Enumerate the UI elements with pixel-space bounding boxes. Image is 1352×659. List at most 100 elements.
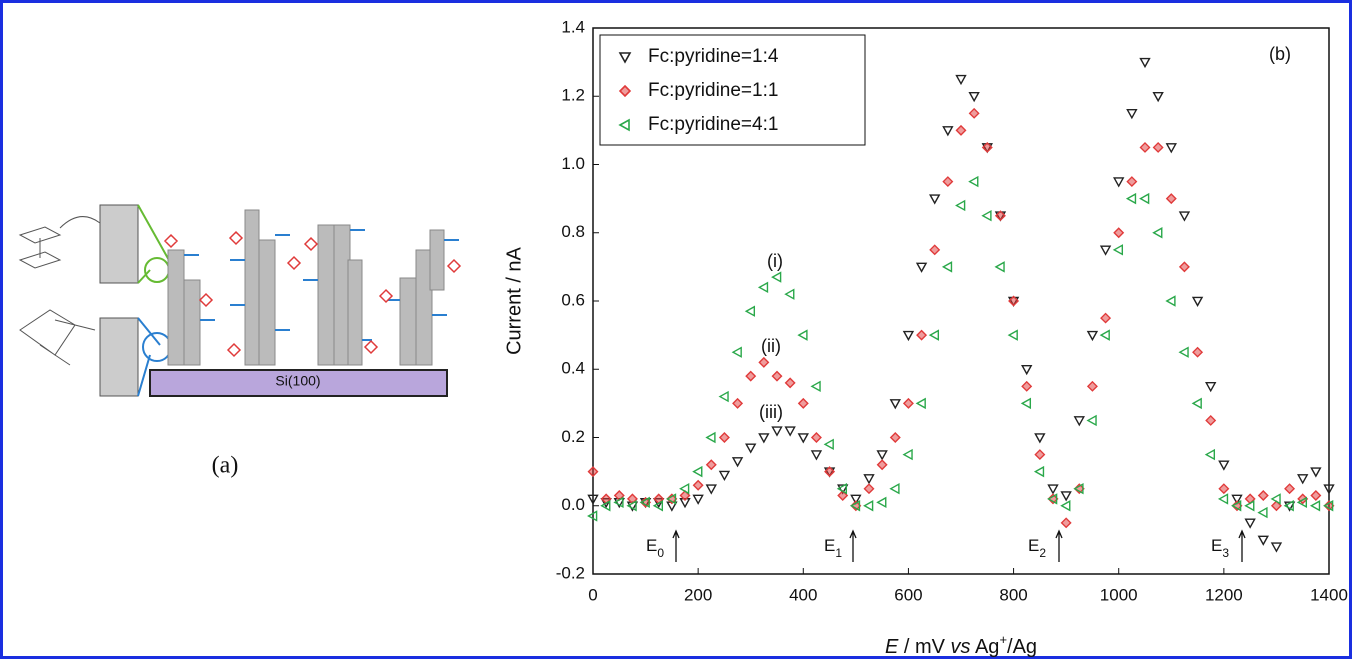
point (1165, 295, 1176, 307)
point (732, 397, 744, 409)
x-axis-title-part: Ag (971, 636, 1000, 658)
point (1060, 491, 1072, 502)
point (1034, 449, 1046, 461)
point (1192, 346, 1204, 358)
point (1191, 397, 1202, 410)
point (1165, 193, 1177, 205)
annotation: (iii) (759, 402, 783, 422)
point (626, 500, 637, 512)
point (915, 397, 926, 410)
point (1205, 414, 1217, 426)
diagram-a (18, 204, 462, 397)
point (1191, 296, 1204, 307)
point (1099, 329, 1110, 341)
point (1296, 496, 1308, 509)
panel-label: (b) (1269, 44, 1291, 64)
point (1139, 141, 1151, 153)
point (916, 329, 928, 341)
potential-subscript: 3 (1222, 546, 1229, 560)
point (665, 493, 677, 505)
point (797, 397, 809, 409)
point (863, 483, 875, 495)
point (1257, 490, 1269, 502)
point (771, 370, 783, 382)
potential-label: E0 (646, 536, 664, 560)
x-tick-label: 0 (588, 585, 597, 604)
potential-label: E3 (1211, 536, 1229, 560)
annotation: (i) (767, 251, 783, 271)
point (863, 500, 874, 512)
legend-marker (618, 84, 632, 98)
point (1218, 483, 1230, 495)
x-tick-label: 1400 (1310, 585, 1348, 604)
point (1086, 380, 1098, 392)
x-axis-title: E / mV vs Ag+/Ag (885, 632, 1037, 658)
point (613, 496, 624, 509)
point (981, 209, 992, 222)
y-tick-label: 1.4 (561, 17, 585, 36)
point (942, 176, 954, 188)
point (876, 496, 887, 509)
y-tick-label: -0.2 (556, 563, 585, 582)
point (1178, 261, 1190, 273)
point (784, 426, 796, 437)
point (1113, 177, 1125, 188)
point (705, 459, 717, 471)
y-tick-label: 1.0 (561, 154, 585, 173)
point (1310, 490, 1322, 502)
y-tick-label: 0.6 (561, 290, 585, 309)
legend-label: Fc:pyridine=1:1 (648, 80, 778, 101)
point (1218, 460, 1230, 471)
point (941, 261, 953, 273)
point (705, 431, 716, 444)
point (1165, 143, 1177, 154)
point (1257, 535, 1269, 546)
legend-label: Fc:pyridine=4:1 (648, 114, 778, 135)
legend-marker (618, 118, 630, 132)
point (1323, 484, 1335, 495)
point (1283, 500, 1294, 512)
point (1047, 484, 1059, 495)
point (942, 126, 954, 137)
point (1086, 330, 1099, 342)
point (587, 466, 599, 478)
point (745, 443, 757, 454)
x-axis-title-part: / mV (898, 636, 950, 658)
point (797, 329, 808, 341)
point (1034, 433, 1046, 444)
point (876, 450, 888, 461)
point (784, 288, 795, 300)
potential-subscript: 0 (657, 546, 664, 560)
point (929, 194, 941, 205)
point (1310, 467, 1322, 478)
point (1047, 493, 1058, 505)
x-tick-label: 1000 (1100, 585, 1138, 604)
point (902, 397, 914, 409)
point (902, 448, 913, 461)
point (692, 465, 703, 478)
point (1231, 500, 1242, 512)
point (652, 500, 664, 512)
annotation: (ii) (761, 336, 781, 356)
point (1244, 518, 1256, 529)
point (1178, 346, 1189, 358)
point (692, 479, 704, 491)
point (1073, 482, 1084, 495)
substrate (149, 369, 448, 397)
point (824, 466, 836, 478)
point (1309, 500, 1321, 512)
point (928, 329, 940, 341)
point (758, 433, 770, 444)
point (744, 305, 756, 317)
potential-arrow (1238, 529, 1246, 562)
point (876, 459, 888, 471)
potential-label: E1 (824, 536, 842, 560)
point (731, 346, 742, 358)
point (784, 377, 796, 389)
point (1008, 295, 1020, 307)
point (955, 124, 967, 136)
point (1113, 227, 1125, 239)
point (1152, 141, 1164, 153)
point (1060, 517, 1072, 529)
